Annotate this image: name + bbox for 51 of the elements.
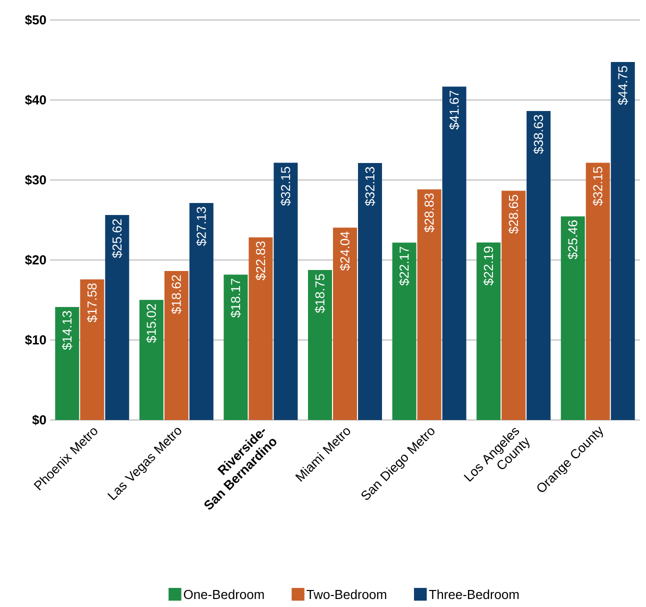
data-label: $18.62 <box>171 275 182 314</box>
bar <box>610 62 635 420</box>
bar <box>248 237 273 420</box>
data-label: $38.63 <box>533 115 544 154</box>
bar <box>502 190 526 420</box>
data-label: $32.15 <box>280 166 291 206</box>
y-tick-label: $10 <box>25 334 46 346</box>
bar <box>164 271 188 420</box>
bar <box>189 202 214 420</box>
y-tick-label: $40 <box>25 94 46 106</box>
data-label: $27.13 <box>196 207 207 246</box>
data-label: $32.15 <box>592 166 604 206</box>
data-label: $28.83 <box>424 193 435 232</box>
data-label: $18.17 <box>230 278 241 318</box>
y-tick-label: $30 <box>25 174 46 186</box>
bar <box>139 300 164 420</box>
bar <box>80 279 104 420</box>
bar <box>586 162 610 420</box>
data-label: $18.75 <box>314 274 326 313</box>
legend-label: Three-Bedroom <box>429 590 519 600</box>
bar <box>105 215 130 420</box>
bar <box>526 110 551 420</box>
data-label: $41.67 <box>449 90 460 130</box>
data-label: $25.62 <box>112 219 122 258</box>
bar <box>55 306 80 420</box>
bar <box>476 242 501 420</box>
data-label: $22.83 <box>255 241 266 280</box>
bar <box>417 189 442 420</box>
bar <box>333 228 357 420</box>
data-label: $24.04 <box>340 232 350 271</box>
legend-label: One-Bedroom <box>184 590 264 600</box>
data-label: $44.75 <box>618 66 628 105</box>
data-label: $15.02 <box>146 304 157 343</box>
legend-label: Two-Bedroom <box>306 590 386 600</box>
bar <box>224 274 248 420</box>
bar <box>308 270 332 420</box>
data-label: $28.65 <box>508 194 519 234</box>
data-label: $22.19 <box>483 246 494 286</box>
data-label: $32.13 <box>364 167 376 206</box>
bar <box>560 216 585 420</box>
bar <box>442 86 466 420</box>
bar <box>392 242 416 420</box>
y-tick-label: $0 <box>32 414 46 426</box>
data-label: $25.46 <box>568 220 578 260</box>
data-label: $17.58 <box>86 283 98 322</box>
y-tick-label: $50 <box>25 14 46 26</box>
bar <box>274 162 298 420</box>
bar <box>358 162 382 420</box>
data-label: $14.13 <box>62 311 72 350</box>
data-label: $22.17 <box>399 246 410 286</box>
y-tick-label: $20 <box>25 254 46 266</box>
